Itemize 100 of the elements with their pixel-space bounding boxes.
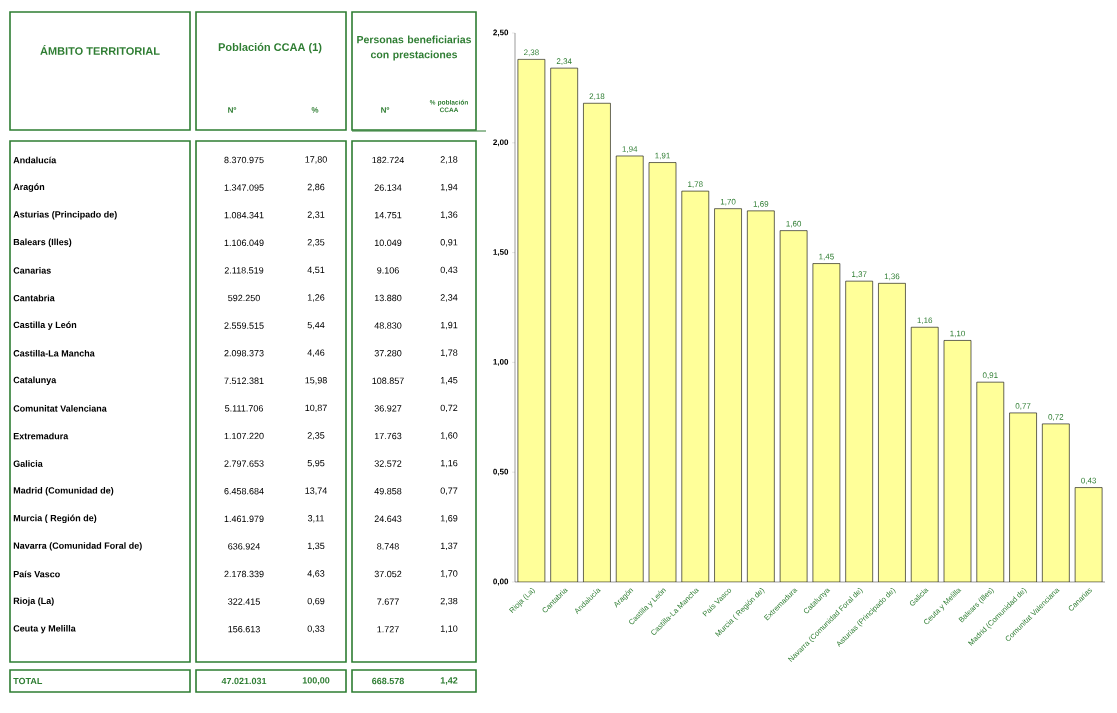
text: 182.724 [372, 156, 404, 164]
text: 48.830 [374, 322, 402, 329]
text: Población CCAA (1) [218, 42, 322, 54]
text: 2,34 [440, 294, 458, 302]
text: 13.880 [374, 294, 402, 302]
text: 13,74 [305, 487, 327, 495]
text: Balears (Illes) [13, 238, 72, 247]
text: 322.415 [228, 598, 260, 605]
text: 1.106.049 [224, 239, 264, 246]
text: 0,72 [440, 404, 458, 413]
bar [616, 155, 644, 582]
data-label: 1,45 [819, 253, 834, 261]
text: 8.370.975 [224, 156, 264, 164]
text: 37.052 [374, 570, 402, 578]
text: Andalucía [13, 156, 57, 164]
text: 100,00 [302, 677, 330, 685]
text: 1,10 [440, 625, 458, 633]
text: 1,91 [440, 321, 458, 330]
data-label: 1,69 [753, 201, 769, 208]
data-label: 1,37 [852, 271, 867, 278]
text: 10,87 [305, 404, 327, 413]
bar [649, 162, 676, 582]
data-label: 1,94 [622, 146, 638, 153]
data-label: 1,36 [884, 273, 900, 281]
data-label: 1,60 [786, 220, 802, 228]
text: 0,33 [307, 625, 325, 633]
bar [944, 340, 972, 582]
text: 0,69 [307, 597, 325, 606]
text: Galicia [13, 460, 43, 467]
text: 1,70 [440, 570, 458, 578]
text: 3,11 [307, 515, 324, 523]
y-tick-label: 0,50 [493, 468, 509, 476]
text: 1,45 [440, 377, 458, 385]
text: 7.512.381 [224, 377, 264, 384]
text: 1,35 [307, 542, 325, 551]
text: Castilla y León [13, 321, 77, 330]
text: 592.250 [228, 294, 260, 302]
text: 2,35 [307, 239, 325, 247]
data-label: 2,34 [556, 58, 572, 65]
text: 36.927 [374, 405, 402, 412]
text: Personas beneficiarias con prestaciones [357, 35, 472, 61]
text: Cantabria [13, 294, 55, 302]
text: 2.559.515 [224, 322, 264, 329]
bar [1074, 487, 1103, 582]
text: 1,37 [440, 542, 458, 551]
data-label: 2,38 [524, 49, 539, 57]
text: 0,77 [440, 487, 458, 495]
text: 2.178.339 [224, 570, 264, 578]
data-label: 1,91 [655, 152, 670, 160]
data-label: 1,78 [688, 181, 703, 188]
text: 2,35 [307, 432, 325, 440]
bar [1042, 423, 1070, 582]
text: 26.134 [374, 184, 402, 191]
text: 7.677 [377, 598, 399, 605]
text: 2,31 [307, 211, 325, 219]
data-label: 1,16 [917, 317, 933, 325]
text: ÁMBITO TERRITORIAL [40, 45, 160, 55]
bar [780, 230, 808, 582]
text: 17,80 [305, 156, 327, 164]
text: Castilla-La Mancha [13, 349, 95, 357]
text: 4,63 [307, 570, 325, 578]
bar [583, 103, 611, 582]
y-tick-label: 0,00 [493, 578, 509, 586]
bar [812, 263, 840, 582]
text: Canarias [13, 267, 51, 274]
text: 14.751 [374, 212, 402, 219]
data-label: 0,91 [982, 372, 998, 379]
text: 24.643 [374, 515, 402, 522]
text: TOTAL [13, 677, 43, 685]
data-label: 1,10 [950, 330, 965, 338]
data-label: 2,18 [589, 93, 605, 101]
text: 2,86 [307, 183, 325, 192]
bar [911, 327, 939, 582]
bar [681, 191, 709, 582]
text: 108.857 [372, 377, 404, 384]
text: 17.763 [374, 432, 402, 440]
text: 1,16 [440, 459, 458, 468]
text: 2.118.519 [224, 267, 264, 274]
text: Asturias (Principado de) [13, 211, 117, 220]
text: 1.084.341 [224, 212, 264, 219]
text: 0,91 [440, 239, 458, 247]
bar [845, 281, 873, 582]
data-label: 0,77 [1015, 403, 1031, 410]
text: 10.049 [374, 239, 402, 246]
data-label: 0,72 [1048, 414, 1064, 421]
text: 15,98 [305, 377, 327, 385]
text: 32.572 [374, 460, 402, 467]
text: 1,78 [440, 349, 458, 357]
text: 4,46 [307, 349, 325, 357]
text: 4,51 [307, 266, 325, 275]
text: 1.347.095 [224, 184, 264, 191]
text: 2,38 [440, 597, 458, 606]
text: 1,42 [440, 677, 458, 685]
data-label: 1,70 [720, 198, 736, 206]
text: Navarra (Comunidad Foral de) [13, 542, 142, 551]
bar [878, 283, 906, 582]
text: 6.458.684 [224, 488, 264, 495]
y-tick-label: 1,00 [493, 358, 509, 366]
text: 2.797.653 [224, 460, 264, 467]
text: Madrid (Comunidad de) [13, 487, 114, 496]
